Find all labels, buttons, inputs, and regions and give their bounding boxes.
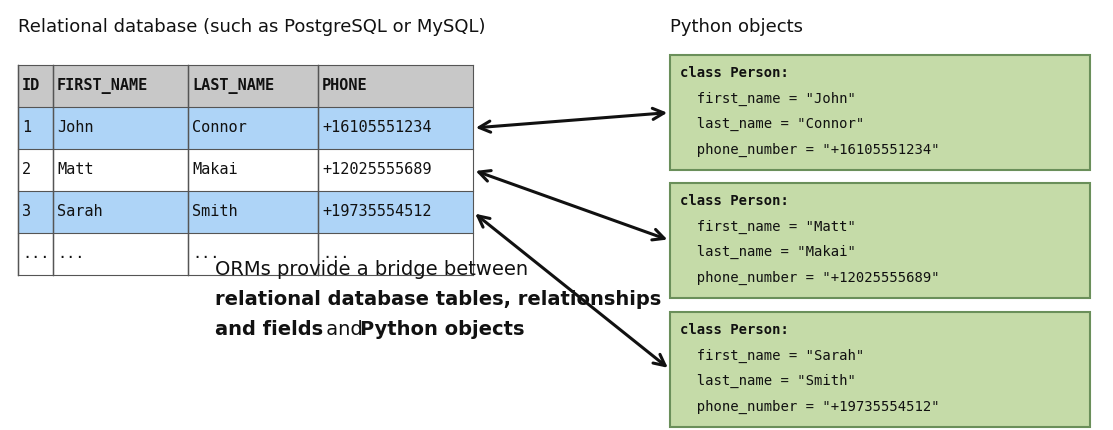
Text: Sarah: Sarah (57, 205, 102, 219)
Text: ORMs provide a bridge between: ORMs provide a bridge between (215, 260, 529, 279)
Bar (18, 65, 473, 107)
Text: ...: ... (22, 246, 49, 261)
Text: ...: ... (57, 246, 85, 261)
Text: ...: ... (322, 246, 349, 261)
Text: first_name = "Sarah": first_name = "Sarah" (680, 348, 865, 362)
Text: Python objects: Python objects (670, 18, 802, 36)
Bar (18, 191, 473, 233)
Text: Matt: Matt (57, 163, 93, 178)
Bar (18, 233, 473, 275)
Text: John: John (57, 120, 93, 135)
Text: +19735554512: +19735554512 (322, 205, 432, 219)
Text: ID: ID (22, 79, 40, 93)
Bar (670, 55, 1090, 170)
Text: and fields: and fields (215, 320, 323, 339)
Text: last_name = "Makai": last_name = "Makai" (680, 245, 856, 259)
Text: phone_number = "+16105551234": phone_number = "+16105551234" (680, 142, 939, 157)
Text: +12025555689: +12025555689 (322, 163, 432, 178)
Text: +16105551234: +16105551234 (322, 120, 432, 135)
Text: and: and (321, 320, 370, 339)
Text: 3: 3 (22, 205, 31, 219)
Text: Relational database (such as PostgreSQL or MySQL): Relational database (such as PostgreSQL … (18, 18, 485, 36)
Text: PHONE: PHONE (322, 79, 367, 93)
Text: last_name = "Smith": last_name = "Smith" (680, 374, 856, 388)
Text: FIRST_NAME: FIRST_NAME (57, 78, 148, 94)
Text: first_name = "John": first_name = "John" (680, 91, 856, 105)
Text: Smith: Smith (193, 205, 237, 219)
Bar (18, 107, 473, 149)
Text: phone_number = "+12025555689": phone_number = "+12025555689" (680, 270, 939, 285)
Bar (670, 312, 1090, 427)
Text: class Person:: class Person: (680, 323, 789, 337)
Text: 2: 2 (22, 163, 31, 178)
Bar (670, 183, 1090, 298)
Text: class Person:: class Person: (680, 66, 789, 80)
Text: LAST_NAME: LAST_NAME (193, 78, 274, 94)
Text: phone_number = "+19735554512": phone_number = "+19735554512" (680, 399, 939, 414)
Bar (18, 149, 473, 191)
Text: 1: 1 (22, 120, 31, 135)
Text: class Person:: class Person: (680, 194, 789, 208)
Text: Python objects: Python objects (359, 320, 524, 339)
Text: first_name = "Matt": first_name = "Matt" (680, 219, 856, 233)
Text: ...: ... (193, 246, 219, 261)
Text: Connor: Connor (193, 120, 247, 135)
Text: relational database tables, relationships: relational database tables, relationship… (215, 290, 661, 309)
Text: Makai: Makai (193, 163, 237, 178)
Text: last_name = "Connor": last_name = "Connor" (680, 117, 865, 131)
